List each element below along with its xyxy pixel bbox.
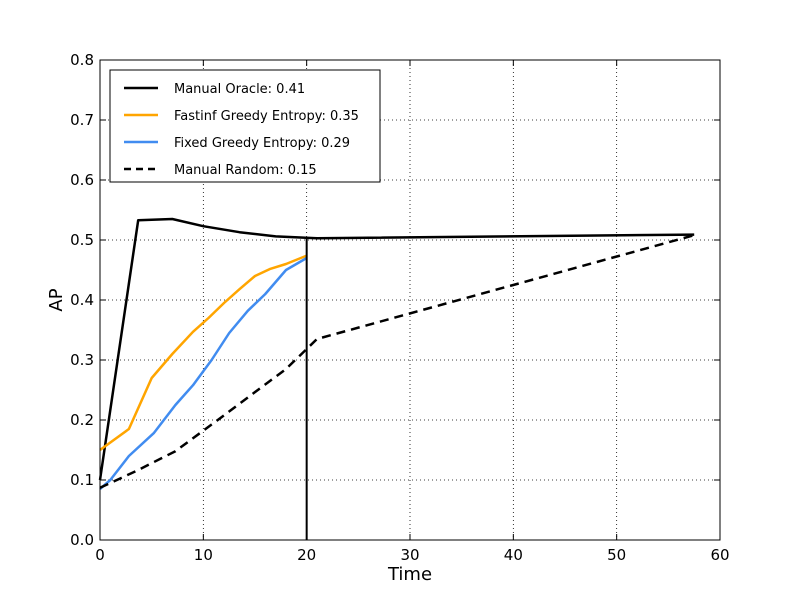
y-tick-label: 0.7 [70, 111, 94, 129]
y-tick-label: 0.1 [70, 471, 94, 489]
legend-label: Fixed Greedy Entropy: 0.29 [174, 136, 350, 151]
x-tick-label: 30 [400, 546, 419, 564]
x-tick-label: 40 [504, 546, 523, 564]
legend-label: Manual Random: 0.15 [174, 163, 317, 178]
series-line-3 [99, 256, 308, 490]
x-tick-label: 20 [297, 546, 316, 564]
x-axis-label: Time [387, 564, 432, 585]
y-tick-label: 0.2 [70, 411, 94, 429]
x-tick-label: 60 [710, 546, 729, 564]
series-line-1 [98, 217, 695, 481]
y-axis-label: AP [46, 288, 67, 311]
y-tick-label: 0.4 [70, 291, 94, 309]
x-tick-label: 10 [194, 546, 213, 564]
series-line-2 [99, 254, 308, 452]
y-tick-label: 0.5 [70, 231, 94, 249]
legend-label: Manual Oracle: 0.41 [174, 82, 305, 97]
tick-labels: 0 10 20 30 40 50 60 0.0 0.1 0.2 0.3 0.4 0.5 0.6 0.7 0.8 [70, 51, 729, 564]
x-tick-label: 50 [607, 546, 626, 564]
series-layer [98, 217, 695, 490]
y-tick-label: 0.6 [70, 171, 94, 189]
series-line-4 [99, 233, 695, 489]
y-tick-label: 0.0 [70, 531, 94, 549]
legend-label: Fastinf Greedy Entropy: 0.35 [174, 109, 359, 124]
x-tick-label: 0 [95, 546, 105, 564]
legend: Manual Oracle: 0.41 Fastinf Greedy Entrop… [109, 69, 381, 183]
ticks [99, 59, 721, 541]
y-tick-label: 0.3 [70, 351, 94, 369]
y-tick-label: 0.8 [70, 51, 94, 69]
